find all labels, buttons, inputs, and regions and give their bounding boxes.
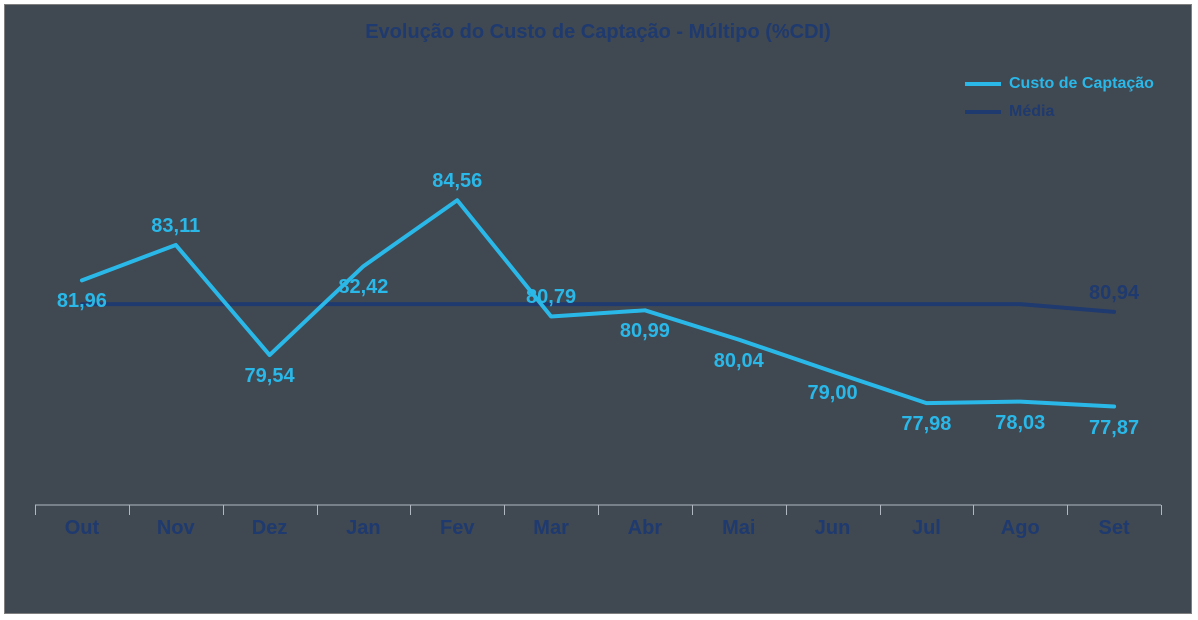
chart-svg <box>35 125 1161 505</box>
x-category-label: Mar <box>533 517 569 540</box>
legend-item-1: Média <box>965 103 1154 121</box>
data-label: 84,56 <box>432 170 482 193</box>
legend-label: Média <box>1009 103 1054 121</box>
x-tick-separator <box>598 505 599 515</box>
data-label: 80,94 <box>1089 282 1139 305</box>
x-tick-separator <box>1161 505 1162 515</box>
x-tick-separator <box>504 505 505 515</box>
x-tick-separator <box>692 505 693 515</box>
data-label: 77,87 <box>1089 417 1139 440</box>
x-tick-separator <box>786 505 787 515</box>
x-category-label: Jun <box>815 517 851 540</box>
plot-area: OutNovDezJanFevMarAbrMaiJunJulAgoSet81,9… <box>35 125 1161 505</box>
x-tick-separator <box>223 505 224 515</box>
x-tick-separator <box>129 505 130 515</box>
data-label: 81,96 <box>57 290 107 313</box>
legend-label: Custo de Captação <box>1009 75 1154 93</box>
legend-item-0: Custo de Captação <box>965 75 1154 93</box>
x-tick-separator <box>880 505 881 515</box>
data-label: 79,00 <box>808 382 858 405</box>
data-label: 80,79 <box>526 286 576 309</box>
data-label: 80,99 <box>620 320 670 343</box>
legend-swatch <box>965 110 1001 114</box>
x-category-label: Dez <box>252 517 288 540</box>
x-category-label: Fev <box>440 517 474 540</box>
data-label: 83,11 <box>151 215 200 238</box>
x-category-label: Nov <box>157 517 195 540</box>
data-label: 82,42 <box>338 276 388 299</box>
chart-title: Evolução do Custo de Captação - Múltipo … <box>5 21 1191 44</box>
x-tick-separator <box>410 505 411 515</box>
chart-frame: Evolução do Custo de Captação - Múltipo … <box>4 4 1192 614</box>
legend: Custo de Captação Média <box>965 75 1154 131</box>
legend-swatch <box>965 82 1001 86</box>
data-label: 79,54 <box>245 365 295 388</box>
x-category-label: Mai <box>722 517 755 540</box>
x-category-label: Out <box>65 517 99 540</box>
x-category-label: Abr <box>628 517 662 540</box>
data-label: 80,04 <box>714 350 764 373</box>
data-label: 78,03 <box>995 412 1045 435</box>
x-category-label: Set <box>1099 517 1130 540</box>
x-tick-separator <box>1067 505 1068 515</box>
x-tick-separator <box>35 505 36 515</box>
x-tick-separator <box>973 505 974 515</box>
x-tick-separator <box>317 505 318 515</box>
x-category-label: Ago <box>1001 517 1040 540</box>
x-category-label: Jul <box>912 517 941 540</box>
x-category-label: Jan <box>346 517 380 540</box>
data-label: 77,98 <box>901 413 951 436</box>
